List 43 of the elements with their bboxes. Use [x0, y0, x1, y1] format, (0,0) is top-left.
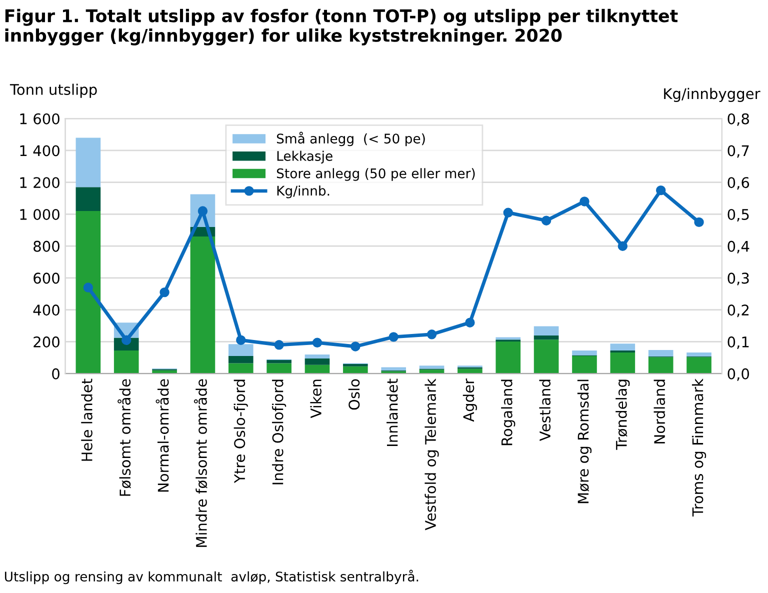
text: Utslipp og rensing av kommunalt avløp, Statistisk sentralbyrå. — [4, 570, 418, 584]
legend-label: Kg/innb. — [277, 186, 330, 198]
y2-tick-label: 0,7 — [728, 145, 749, 158]
x-tick-label: Normal-område — [156, 379, 169, 492]
x-tick-label: Innlandet — [386, 378, 398, 446]
y2-tick-label: 0,3 — [728, 272, 749, 286]
y2-axis-title: Kg/innbygger — [664, 88, 760, 102]
x-tick-label: Trøndelag — [616, 380, 630, 450]
x-tick-label: Agder — [462, 378, 478, 422]
chart-title: Figur 1. Totalt utslipp av fosfor (tonn TOT-P) og utslipp per tilknyttet innbygger (kg/innbygger) for ulike kyststrekninger. 2020 — [5, 8, 678, 46]
x-tick-label: Møre og Romsdal — [577, 380, 592, 504]
y2-tick-label: 0,4 — [728, 240, 750, 254]
x-tick-label: Vestfold og Telemark — [424, 378, 439, 530]
y-tick-label: 1 200 — [20, 177, 60, 188]
y-tick-label: 1 400 — [20, 145, 60, 156]
x-tick-label: Oslo — [348, 379, 360, 410]
legend-label: Store anlegg (50 pe eller mer) — [276, 168, 475, 181]
y-tick-label: 600 — [34, 272, 60, 284]
x-tick-label: Mindre følsomt område — [194, 379, 208, 547]
x-tick-label: Viken — [310, 380, 322, 418]
y2-tick-label: 0,8 — [728, 113, 749, 126]
y-tick-label: 800 — [34, 240, 60, 252]
x-tick-label: Rogaland — [501, 380, 516, 446]
x-tick-label: Ytre Oslo-fjord — [234, 380, 248, 484]
y2-tick-label: 0,5 — [728, 208, 749, 222]
y-axis-title: Tonn utslipp — [10, 84, 97, 98]
legend-label: Små anlegg (< 50 pe) — [276, 132, 425, 146]
x-tick-label: Vestland — [539, 380, 551, 441]
y-tick-label: 1 000 — [20, 208, 60, 220]
y2-tick-label: 0,1 — [728, 336, 749, 349]
y2-tick-label: 0,0 — [728, 368, 750, 381]
legend-label: Lekkasje — [277, 150, 332, 164]
x-tick-label: Troms og Finnmark — [692, 378, 706, 517]
y-tick-label: 1 600 — [20, 113, 60, 124]
y-tick-label: 400 — [33, 304, 60, 316]
y2-tick-label: 0,2 — [728, 304, 749, 318]
y-tick-label: 0 — [52, 368, 60, 380]
x-tick-label: Hele landet — [81, 378, 92, 461]
x-tick-label: Indre Oslofjord — [272, 380, 286, 484]
x-tick-label: Nordland — [654, 380, 666, 444]
x-tick-label: Følsomt område — [118, 379, 132, 496]
y2-tick-label: 0,6 — [728, 177, 750, 190]
y-tick-label: 200 — [34, 336, 60, 348]
